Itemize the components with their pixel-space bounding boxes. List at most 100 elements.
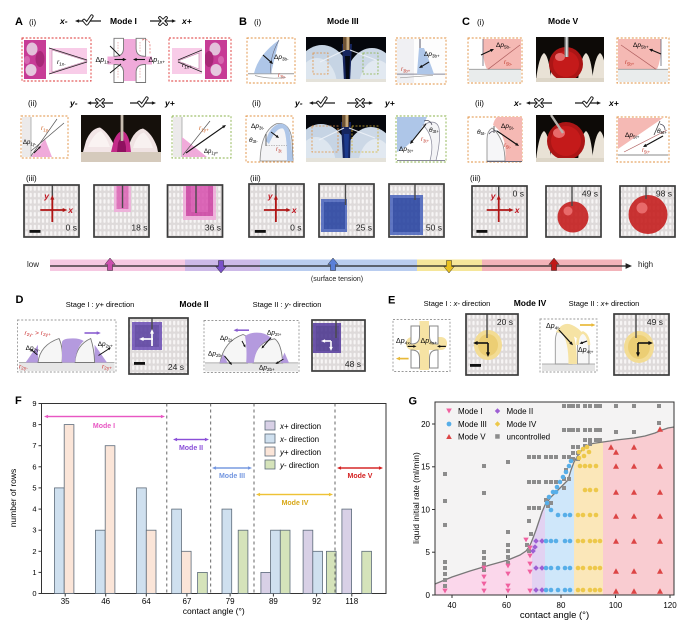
svg-text:64: 64 xyxy=(142,597,151,606)
svg-text:number of rows: number of rows xyxy=(8,469,18,528)
svg-text:θ3t-: θ3t- xyxy=(249,137,258,144)
svg-text:(i): (i) xyxy=(29,18,36,27)
svg-text:r1x-: r1x- xyxy=(57,59,66,67)
svg-text:Mode III: Mode III xyxy=(327,16,359,26)
svg-text:36 s: 36 s xyxy=(205,223,221,233)
svg-text:A: A xyxy=(15,16,23,28)
svg-text:r2y+: r2y+ xyxy=(102,364,112,372)
svg-text:9: 9 xyxy=(32,399,36,408)
svg-text:67: 67 xyxy=(182,597,191,606)
svg-text:B: B xyxy=(239,16,247,28)
svg-text:r2y- > r2y+: r2y- > r2y+ xyxy=(25,330,52,338)
svg-text:118: 118 xyxy=(345,597,358,606)
svg-text:1: 1 xyxy=(32,568,36,577)
svg-text:r5b-: r5b- xyxy=(504,60,513,67)
svg-text:r1y-: r1y- xyxy=(41,125,50,133)
svg-text:(i): (i) xyxy=(477,18,484,27)
svg-text:3: 3 xyxy=(32,526,36,535)
svg-text:35: 35 xyxy=(61,597,70,606)
svg-text:18 s: 18 s xyxy=(131,223,147,233)
svg-text:20 s: 20 s xyxy=(497,317,513,327)
svg-text:r1y+: r1y+ xyxy=(199,125,209,133)
svg-text:Δp2b+: Δp2b+ xyxy=(259,365,275,373)
svg-text:Mode IV: Mode IV xyxy=(282,500,309,507)
svg-text:25 s: 25 s xyxy=(356,223,372,233)
svg-text:x: x xyxy=(291,205,298,215)
svg-text:θ5t+: θ5t+ xyxy=(657,128,667,135)
svg-text:high: high xyxy=(638,260,653,269)
svg-text:r5t-: r5t- xyxy=(504,143,512,150)
svg-text:liquid initial rate (ml/min): liquid initial rate (ml/min) xyxy=(411,452,421,544)
svg-text:x- direction: x- direction xyxy=(279,435,319,444)
svg-text:G: G xyxy=(409,396,418,408)
svg-text:10: 10 xyxy=(421,505,430,514)
svg-text:20: 20 xyxy=(421,420,430,429)
svg-text:89: 89 xyxy=(269,597,278,606)
svg-text:r3t: r3t xyxy=(276,147,282,154)
svg-text:0 s: 0 s xyxy=(290,223,301,233)
svg-text:y-: y- xyxy=(69,98,78,108)
svg-text:Δp5t-: Δp5t- xyxy=(501,123,515,131)
svg-text:0 s: 0 s xyxy=(513,189,524,199)
svg-text:(iii): (iii) xyxy=(470,174,481,183)
svg-text:Mode II: Mode II xyxy=(179,299,208,309)
svg-text:E: E xyxy=(388,295,395,307)
svg-text:r3b-: r3b- xyxy=(278,73,287,80)
svg-text:Δp4t+: Δp4t+ xyxy=(578,347,594,356)
svg-text:Mode I: Mode I xyxy=(93,423,115,430)
svg-text:Δp2t-: Δp2t- xyxy=(220,335,234,343)
svg-text:15: 15 xyxy=(421,463,430,472)
svg-text:r2y-: r2y- xyxy=(19,364,28,372)
svg-text:5: 5 xyxy=(426,548,431,557)
svg-text:Δp1x+: Δp1x+ xyxy=(149,57,166,66)
svg-text:x+: x+ xyxy=(181,16,192,26)
svg-text:Stage II : y- direction: Stage II : y- direction xyxy=(253,300,322,309)
svg-text:2: 2 xyxy=(32,547,36,556)
svg-text:Δp2b-: Δp2b- xyxy=(208,351,223,359)
svg-text:low: low xyxy=(27,260,39,269)
svg-text:49 s: 49 s xyxy=(582,189,598,199)
svg-text:(surface tension): (surface tension) xyxy=(311,276,363,283)
svg-text:92: 92 xyxy=(312,597,321,606)
svg-text:Δp1y-: Δp1y- xyxy=(23,140,37,147)
svg-text:(iii): (iii) xyxy=(250,174,261,183)
svg-text:Mode IV: Mode IV xyxy=(514,298,547,308)
svg-text:Mode II: Mode II xyxy=(507,407,534,416)
svg-text:r5t+: r5t+ xyxy=(642,148,651,155)
svg-text:Δp4x+: Δp4x+ xyxy=(421,338,438,347)
svg-text:Δp3b-: Δp3b- xyxy=(274,54,289,62)
svg-text:(ii): (ii) xyxy=(252,99,261,108)
svg-text:60: 60 xyxy=(502,601,511,610)
svg-text:4: 4 xyxy=(32,505,36,514)
svg-text:Mode III: Mode III xyxy=(219,473,245,480)
svg-text:50 s: 50 s xyxy=(426,223,442,233)
svg-text:120: 120 xyxy=(663,601,677,610)
svg-text:F: F xyxy=(15,395,22,407)
svg-text:y: y xyxy=(43,191,50,201)
svg-text:Δp4x-: Δp4x- xyxy=(396,338,412,347)
svg-text:y- direction: y- direction xyxy=(279,461,319,470)
svg-text:98 s: 98 s xyxy=(656,189,672,199)
svg-text:r5b+: r5b+ xyxy=(625,60,635,67)
svg-text:y: y xyxy=(490,191,497,201)
svg-text:contact angle (°): contact angle (°) xyxy=(520,610,589,621)
svg-text:D: D xyxy=(16,294,24,306)
svg-text:Mode V: Mode V xyxy=(458,433,486,442)
svg-text:Δp3b+: Δp3b+ xyxy=(424,51,440,59)
svg-text:(iii): (iii) xyxy=(26,174,37,183)
svg-text:6: 6 xyxy=(32,462,36,471)
svg-text:r3t+: r3t+ xyxy=(421,137,430,144)
svg-text:(ii): (ii) xyxy=(28,99,37,108)
svg-text:Mode I: Mode I xyxy=(458,407,482,416)
svg-text:x+ direction: x+ direction xyxy=(279,422,321,431)
svg-text:79: 79 xyxy=(226,597,235,606)
svg-text:48 s: 48 s xyxy=(345,359,361,369)
svg-text:Stage I : y+ direction: Stage I : y+ direction xyxy=(66,300,135,309)
svg-text:0 s: 0 s xyxy=(66,223,77,233)
svg-text:y+ direction: y+ direction xyxy=(279,448,321,457)
svg-text:r3b+: r3b+ xyxy=(401,67,411,74)
svg-text:Δp1y+: Δp1y+ xyxy=(204,149,219,156)
svg-text:y+: y+ xyxy=(164,98,175,108)
svg-text:40: 40 xyxy=(448,601,457,610)
svg-text:Δp3t+: Δp3t+ xyxy=(399,146,414,154)
